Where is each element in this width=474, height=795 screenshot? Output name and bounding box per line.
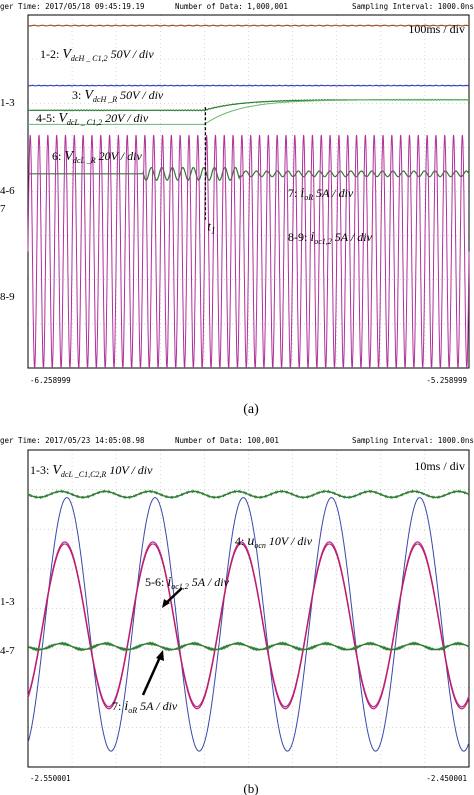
header-number-of-data: Number of Data: 1,000,001 [175,2,288,11]
t1-label: t1 [207,218,215,235]
channel-marker-1-3: 1-3 [0,97,15,109]
panel-a-x-end: -5.258999 [426,376,467,385]
channel-label-1-2: 1-2: VdcH _ C1,2 50V / div [40,47,154,63]
channel-label-b-7: 7: ioR 5A / div [112,699,178,715]
series-line-4-b [27,497,470,752]
header-trigger-time: ger Time: 2017/05/18 09:45:19.19 [0,2,145,11]
panel-a-label: (a) [243,402,259,417]
plot-frame [27,449,470,768]
panel-a-timescale: 100ms / div [408,22,465,36]
panel-b-label: (b) [243,781,258,795]
arrow-5-6 [164,587,183,605]
channel-label-3: 3: VdcH _R 50V / div [72,88,164,104]
channel-marker-b-1-3: 1-3 [0,596,15,608]
channel-marker-8-9: 8-9 [0,291,15,303]
header-sampling-interval-b: Sampling Interval: 1000.0ns [352,436,474,445]
panel-b-x-start: -2.550001 [30,774,71,783]
channel-label-b-4: 4: uocn 10V / div [235,534,313,550]
series-line-8-9 [27,134,470,369]
panel-a-grid [27,14,470,369]
channel-marker-7: 7 [0,203,6,215]
series-line-7 [28,166,470,181]
series-line-1-3-b [27,489,470,500]
series-line-7-b [27,641,470,652]
channel-label-7: 7: ioR 5A / div [288,186,354,202]
channel-label-b-1-3: 1-3: VdcL _C1,C2,R 10V / div [30,463,153,479]
channel-label-6: 6: VdcL _R 20V / div [52,149,142,165]
series-line-6-b [27,543,470,710]
channel-marker-4-6: 4-6 [0,185,15,197]
panel-b-timescale: 10ms / div [414,459,465,473]
arrow-7 [141,656,162,696]
channel-label-b-5-6: 5-6: ioc1,2 5A / div [145,575,230,591]
panel-b-x-end: -2.450001 [426,774,467,783]
channel-marker-b-4-7: 4-7 [0,645,15,657]
series-line-1-2 [27,24,470,27]
series-line-3 [27,84,470,87]
arrow-7-head [156,650,164,661]
plot-frame [27,14,470,369]
header-number-of-data-b: Number of Data: 100,001 [175,436,279,445]
panel-a-x-start: -6.258999 [30,376,71,385]
channel-label-8-9: 8-9: ioc1,2 5A / div [288,230,373,246]
panel-b-grid [27,449,470,768]
header-trigger-time-b: ger Time: 2017/05/23 14:05:08.98 [0,436,145,445]
channel-label-4-5: 4-5: VdcL _ C1,2 20V / div [36,111,149,127]
arrow-5-6-head [162,599,170,608]
header-sampling-interval: Sampling Interval: 1000.0ns [352,2,474,11]
series-line-6 [28,99,469,125]
